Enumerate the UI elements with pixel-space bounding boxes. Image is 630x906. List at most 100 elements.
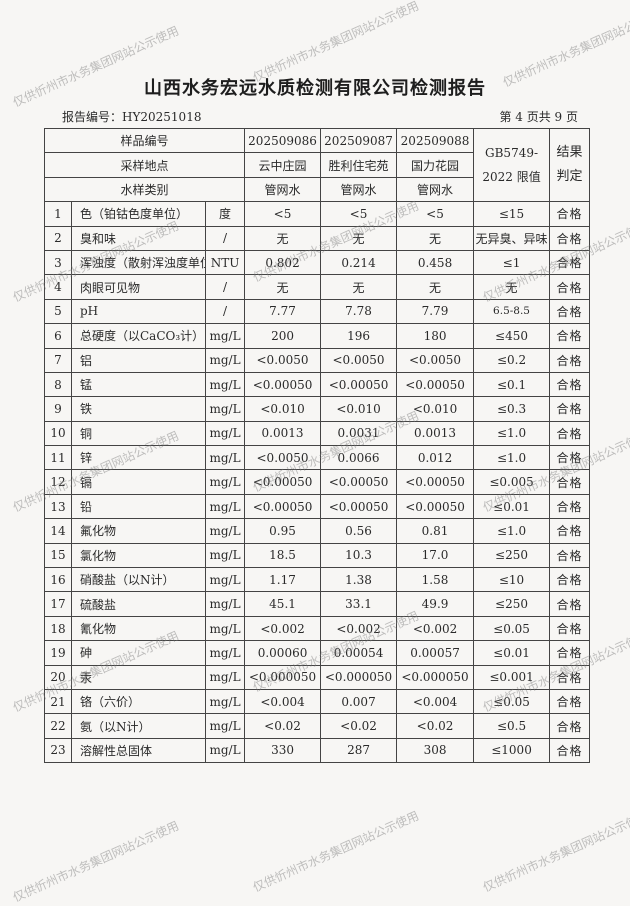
result: 合格 [549,737,591,764]
value-sample-1: 18.5 [244,542,322,569]
value-sample-2: 0.007 [320,688,398,715]
value-sample-3: <0.00050 [396,469,475,495]
row-number: 6 [44,323,72,349]
table-row: 17 硫酸盐 mg/L 45.1 33.1 49.9 ≤250 合格 [44,591,591,617]
row-number: 23 [44,737,72,764]
table-row: 4 肉眼可见物 / 无无无无合格 [44,274,591,300]
item-name: 锌 [71,445,206,471]
value-sample-3: 17.0 [396,542,475,569]
value-sample-3: <0.00050 [396,493,475,520]
result-label-1: 结果 [556,145,583,161]
value-sample-1: 200 [244,323,322,349]
limit: ≤1.0 [473,445,551,471]
value-sample-2: <0.00050 [320,371,398,398]
row-number: 17 [44,591,72,617]
table-row: 20 汞 mg/L <0.000050 <0.000050 <0.000050 ≤0.001… [44,664,591,690]
header-row-type: 水样类别 管网水 管网水 管网水 [43,176,590,203]
sample-no: 202509088 [396,127,475,154]
result: 合格 [549,225,591,251]
value-sample-1: <0.0050 [244,445,322,471]
value-sample-3: 0.00057 [396,640,475,666]
limit: 无 [473,274,551,300]
limit: ≤0.05 [473,615,551,642]
value-sample-3: <0.02 [396,713,475,739]
unit: mg/L [204,396,246,422]
limit: ≤0.1 [473,371,551,398]
value-sample-2: <0.000050 [320,664,398,690]
value-sample-1: <0.00050 [244,493,322,520]
limit: 无异臭、异味 [473,225,551,251]
sample-location: 胜利住宅苑 [320,152,398,178]
result-label-2: 判定 [556,169,583,185]
unit: mg/L [204,591,246,617]
result: 合格 [549,274,591,300]
unit: mg/L [204,371,246,398]
item-name: 臭和味 [71,225,206,251]
item-name: pH [71,298,206,325]
sample-no-label: 样品编号 [43,127,246,154]
header-row-location: 采样地点 云中庄园 胜利住宅苑 国力花园 [43,152,590,178]
item-name: 铜 [71,420,206,447]
item-name: 铅 [71,493,206,520]
result: 合格 [549,469,591,495]
value-sample-3: <0.00050 [396,371,475,398]
value-sample-1: <0.00050 [244,469,322,495]
row-number: 14 [44,518,72,544]
limit: ≤0.3 [473,396,551,422]
value-sample-1: <0.00050 [244,371,322,398]
item-name: 硫酸盐 [71,591,206,617]
item-name: 氯化物 [71,542,206,569]
table-row: 5 pH/7.77 7.78 7.79 6.5-8.5 合格 [44,298,591,325]
unit: / [204,274,246,300]
limit-label-1: GB5749- [485,146,539,161]
value-sample-2: <5 [320,201,398,227]
table-row: 8 锰 mg/L <0.00050 <0.00050 <0.00050 ≤0.1 合格 [44,371,591,398]
table-row: 12 镉 mg/L <0.00050 <0.00050 <0.00050 ≤0.005 合格 [44,469,591,495]
unit: mg/L [204,420,246,447]
table-row: 21 铬（六价） mg/L <0.004 0.007 <0.004 ≤0.05 合格 [44,688,591,715]
row-number: 12 [44,469,72,495]
item-name: 总硬度（以CaCO₃计） [71,323,206,349]
limit: ≤0.05 [473,688,551,715]
value-sample-2: <0.00050 [320,493,398,520]
watermark-text: 仅供忻州市水务集团网站公示使用 [480,808,630,895]
value-sample-1: 0.802 [244,249,322,276]
unit: mg/L [204,664,246,690]
limit: ≤250 [473,591,551,617]
unit: mg/L [204,469,246,495]
value-sample-3: 0.458 [396,249,475,276]
table-row: 22 氨（以N计） mg/L <0.02 <0.02 <0.02 ≤0.5 合格 [44,713,591,739]
table-row: 11 锌 mg/L <0.0050 0.0066 0.012 ≤1.0 合格 [44,445,591,471]
table-row: 16 硝酸盐（以N计） mg/L 1.17 1.38 1.58 ≤10 合格 [44,567,591,593]
value-sample-2: 0.214 [320,249,398,276]
result: 合格 [549,420,591,447]
limit: ≤0.5 [473,713,551,739]
row-number: 1 [44,201,72,227]
value-sample-2: <0.0050 [320,347,398,373]
row-number: 9 [44,396,72,422]
result: 合格 [549,518,591,544]
limit-header: GB5749- 2022 限值 [473,127,551,203]
unit: mg/L [204,688,246,715]
result: 合格 [549,347,591,373]
unit: mg/L [204,567,246,593]
value-sample-2: 0.0066 [320,445,398,471]
sample-type: 管网水 [396,176,475,203]
result: 合格 [549,567,591,593]
result: 合格 [549,542,591,569]
location-label: 采样地点 [43,152,246,178]
limit: ≤1.0 [473,518,551,544]
row-number: 4 [44,274,72,300]
table-row: 9 铁 mg/L <0.010 <0.010 <0.010 ≤0.3 合格 [44,396,591,422]
value-sample-1: <0.000050 [244,664,322,690]
value-sample-3: <0.0050 [396,347,475,373]
result: 合格 [549,664,591,690]
table-row: 18 氰化物 mg/L <0.002 <0.002 <0.002 ≤0.05 合格 [44,615,591,642]
item-name: 铝 [71,347,206,373]
limit: 6.5-8.5 [473,298,551,325]
limit: ≤0.2 [473,347,551,373]
result: 合格 [549,298,591,325]
unit: mg/L [204,640,246,666]
value-sample-3: 180 [396,323,475,349]
result: 合格 [549,493,591,520]
